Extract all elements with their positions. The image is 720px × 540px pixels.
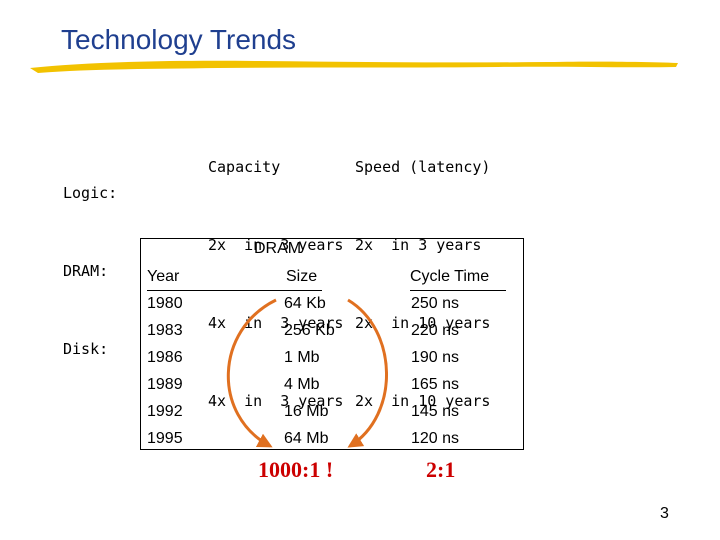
header-cycle-time: Cycle Time [410, 268, 490, 285]
row-cycle: 190 ns [411, 349, 460, 366]
row-size: 4 Mb [284, 376, 320, 393]
title-underline [30, 60, 678, 73]
page-number: 3 [660, 505, 669, 522]
cycle-ratio: 2:1 [426, 457, 456, 482]
header-rule-left [147, 290, 322, 291]
capacity-logic: 2x in 3 years [208, 236, 344, 254]
header-size: Size [286, 268, 318, 285]
slide-title: Technology Trends [61, 24, 297, 55]
row-size: 256 Kb [284, 322, 335, 339]
row-cycle: 250 ns [411, 295, 460, 312]
row-cycle: 165 ns [411, 376, 460, 393]
row-year: 1983 [147, 322, 183, 339]
trend-label-dram: DRAM: [63, 262, 109, 280]
trend-label-disk: Disk: [63, 340, 109, 358]
row-cycle: 220 ns [411, 322, 460, 339]
header-year: Year [147, 268, 180, 285]
dram-table-frame [140, 238, 524, 450]
trend-labels: Logic: DRAM: Disk: [63, 128, 117, 388]
row-year: 1989 [147, 376, 183, 393]
speed-column: Speed (latency) 2x in 3 years 2x in 10 y… [355, 102, 490, 440]
row-year: 1980 [147, 295, 183, 312]
dram-table-title: DRAM [254, 240, 302, 257]
row-cycle: 120 ns [411, 430, 460, 447]
trend-label-logic: Logic: [63, 184, 118, 202]
header-rule-right [410, 290, 506, 291]
underline-brush-stroke [30, 60, 678, 73]
row-year: 1992 [147, 403, 183, 420]
row-size: 1 Mb [284, 349, 320, 366]
capacity-header: Capacity [208, 158, 281, 176]
speed-logic: 2x in 3 years [355, 236, 482, 254]
row-size: 16 Mb [284, 403, 329, 420]
row-year: 1995 [147, 430, 183, 447]
size-ratio: 1000:1 ! [258, 457, 334, 482]
row-cycle: 145 ns [411, 403, 460, 420]
row-size: 64 Kb [284, 295, 326, 312]
row-year: 1986 [147, 349, 183, 366]
speed-header: Speed (latency) [355, 158, 491, 176]
row-size: 64 Mb [284, 430, 329, 447]
